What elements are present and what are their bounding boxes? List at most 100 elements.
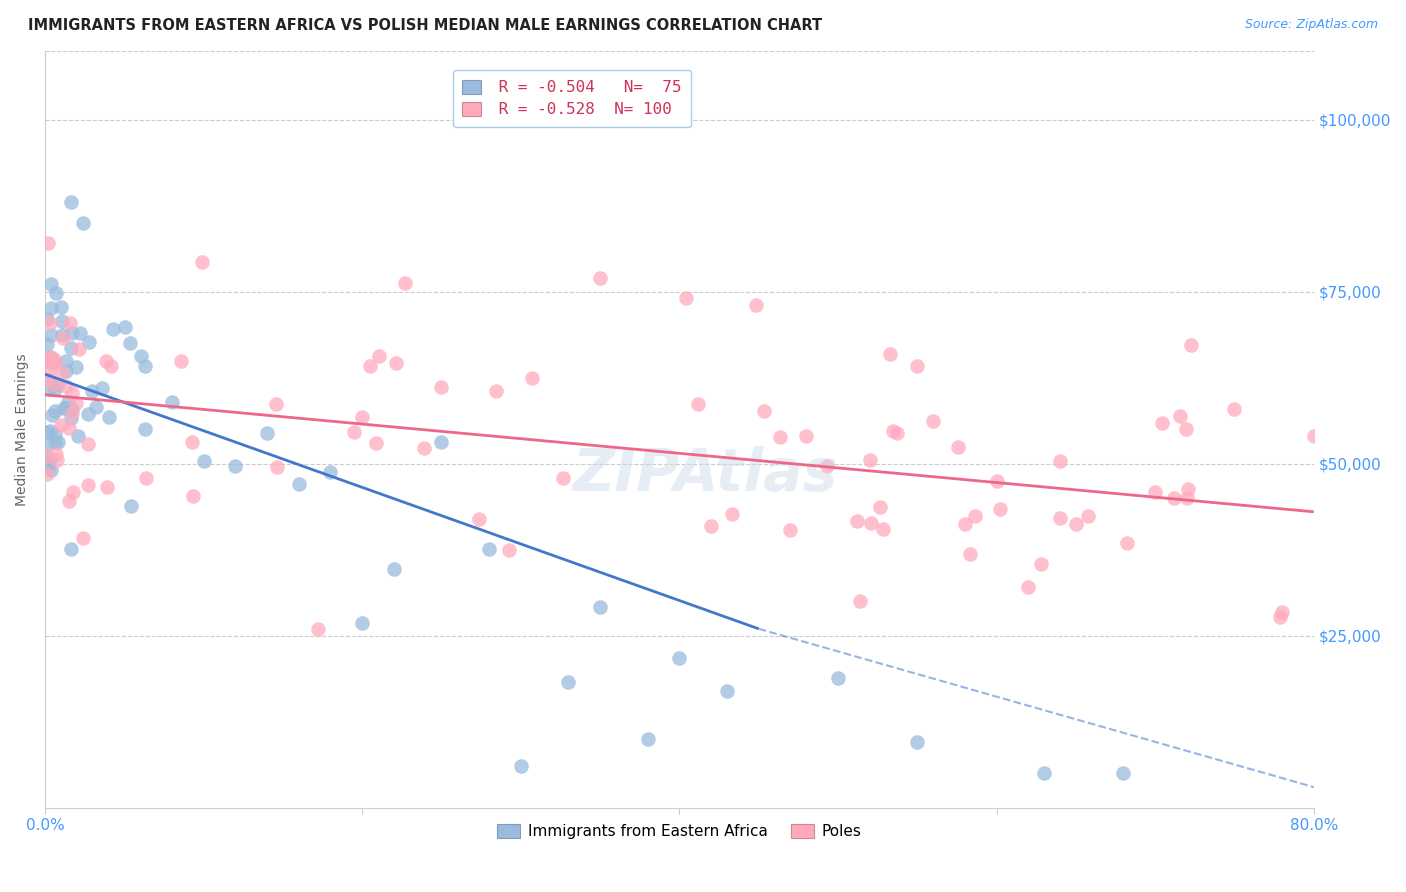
Point: [59, 541, 82, 556]
Point: [35, 312, 58, 326]
Point: [485, 384, 508, 398]
Point: [959, 547, 981, 561]
Point: [986, 474, 1008, 488]
Point: [37, 352, 59, 367]
Point: [905, 359, 928, 373]
Point: [39, 350, 62, 364]
Point: [39, 301, 62, 316]
Point: [193, 453, 215, 467]
Point: [82, 384, 104, 399]
Point: [1064, 516, 1087, 531]
Point: [39, 327, 62, 342]
Point: [382, 562, 405, 576]
Point: [224, 459, 246, 474]
Point: [39, 373, 62, 387]
Point: [66, 429, 89, 443]
Point: [264, 397, 287, 411]
Point: [367, 349, 389, 363]
Point: [62, 485, 84, 500]
Point: [37, 236, 59, 251]
Point: [668, 650, 690, 665]
Point: [48, 434, 70, 449]
Text: IMMIGRANTS FROM EASTERN AFRICA VS POLISH MEDIAN MALE EARNINGS CORRELATION CHART: IMMIGRANTS FROM EASTERN AFRICA VS POLISH…: [28, 18, 823, 33]
Point: [49, 418, 72, 433]
Point: [359, 359, 381, 374]
Point: [60, 326, 83, 340]
Point: [430, 435, 453, 450]
Point: [589, 270, 612, 285]
Point: [45, 286, 67, 301]
Text: ZIPAtlas: ZIPAtlas: [572, 446, 838, 503]
Point: [51, 314, 73, 328]
Point: [700, 519, 723, 533]
Point: [859, 453, 882, 467]
Point: [384, 356, 406, 370]
Point: [129, 349, 152, 363]
Point: [160, 395, 183, 409]
Point: [430, 380, 453, 394]
Point: [38, 316, 60, 330]
Point: [60, 342, 83, 356]
Point: [287, 476, 309, 491]
Point: [882, 424, 904, 438]
Point: [769, 430, 792, 444]
Point: [1177, 482, 1199, 496]
Point: [794, 428, 817, 442]
Point: [39, 463, 62, 477]
Point: [180, 435, 202, 450]
Point: [77, 436, 100, 450]
Point: [170, 354, 193, 368]
Point: [118, 335, 141, 350]
Point: [343, 425, 366, 440]
Y-axis label: Median Male Earnings: Median Male Earnings: [15, 353, 30, 506]
Point: [59, 316, 82, 330]
Point: [65, 396, 87, 410]
Point: [1144, 484, 1167, 499]
Point: [752, 404, 775, 418]
Point: [44, 426, 66, 441]
Point: [45, 447, 67, 461]
Point: [869, 500, 891, 515]
Point: [37, 461, 59, 475]
Point: [721, 507, 744, 521]
Point: [91, 381, 114, 395]
Point: [1017, 580, 1039, 594]
Point: [1049, 454, 1071, 468]
Point: [38, 351, 60, 365]
Point: [60, 402, 83, 417]
Point: [67, 342, 90, 356]
Point: [58, 421, 80, 435]
Point: [849, 594, 872, 608]
Point: [45, 453, 67, 467]
Point: [557, 675, 579, 690]
Point: [100, 359, 122, 373]
Point: [56, 395, 79, 409]
Point: [498, 543, 520, 558]
Point: [51, 327, 73, 342]
Point: [44, 404, 66, 418]
Point: [827, 671, 849, 685]
Point: [266, 460, 288, 475]
Point: [72, 531, 94, 545]
Point: [35, 438, 58, 452]
Point: [135, 471, 157, 485]
Point: [134, 359, 156, 374]
Point: [872, 522, 894, 536]
Point: [551, 470, 574, 484]
Point: [921, 414, 943, 428]
Point: [38, 424, 60, 438]
Point: [77, 477, 100, 491]
Point: [1116, 536, 1139, 550]
Point: [38, 452, 60, 467]
Point: [859, 516, 882, 530]
Point: [988, 502, 1011, 516]
Point: [96, 354, 118, 368]
Point: [744, 298, 766, 312]
Point: [69, 326, 91, 340]
Point: [879, 347, 901, 361]
Point: [77, 334, 100, 349]
Legend: Immigrants from Eastern Africa, Poles: Immigrants from Eastern Africa, Poles: [491, 818, 868, 846]
Point: [352, 616, 374, 631]
Point: [114, 319, 136, 334]
Point: [76, 407, 98, 421]
